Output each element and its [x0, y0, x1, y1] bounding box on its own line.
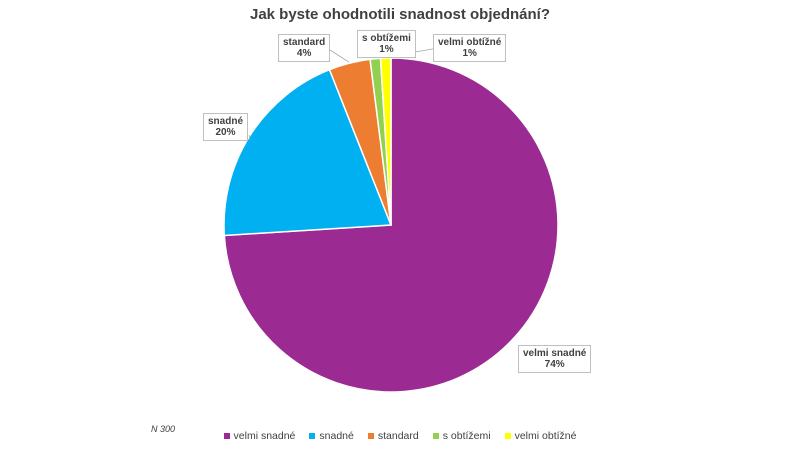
legend-label: velmi snadné — [233, 430, 296, 442]
legend-swatch — [309, 433, 316, 439]
data-label-5: velmi obtížné 1% — [433, 34, 507, 62]
leader-line-2 — [248, 134, 251, 141]
legend: velmi snadné snadné standard s obtížemi velm… — [0, 430, 800, 442]
legend-label: s obtížemi — [442, 430, 491, 442]
legend-item-4: s obtížemi — [432, 430, 491, 442]
data-label-category: velmi obtížné — [438, 37, 502, 48]
legend-item-3: standard — [367, 430, 419, 442]
data-label-category: standard — [283, 37, 326, 48]
pie-slices — [223, 57, 559, 393]
legend-item-5: velmi obtížné — [504, 430, 577, 442]
data-label-4: s obtížemi 1% — [357, 30, 416, 58]
data-label-value: 74% — [544, 359, 565, 370]
data-label-value: 20% — [215, 127, 236, 138]
data-label-category: velmi snadné — [523, 348, 587, 359]
legend-label: velmi obtížné — [514, 430, 577, 442]
legend-label: snadné — [319, 430, 354, 442]
legend-item-2: snadné — [309, 430, 354, 442]
data-label-category: snadné — [208, 116, 244, 127]
data-label-3: standard 4% — [278, 34, 331, 62]
legend-label: standard — [377, 430, 419, 442]
data-label-category: s obtížemi — [362, 33, 411, 44]
data-label-2: snadné 20% — [203, 113, 249, 141]
data-label-value: 1% — [379, 44, 394, 55]
legend-swatch — [432, 433, 439, 439]
legend-swatch — [367, 433, 374, 439]
data-label-value: 4% — [296, 48, 312, 59]
legend-swatch — [223, 433, 230, 439]
legend-swatch — [504, 433, 511, 439]
data-label-1: velmi snadné 74% — [518, 345, 592, 373]
legend-item-1: velmi snadné — [223, 430, 296, 442]
leader-line-3 — [329, 49, 350, 63]
data-label-value: 1% — [462, 48, 477, 59]
chart-title: Jak byste ohodnotili snadnost objednání? — [249, 6, 551, 23]
sample-size-note: N 300 — [151, 424, 176, 434]
pie-slice-2 — [223, 68, 393, 237]
pie-slice-5 — [379, 57, 392, 226]
